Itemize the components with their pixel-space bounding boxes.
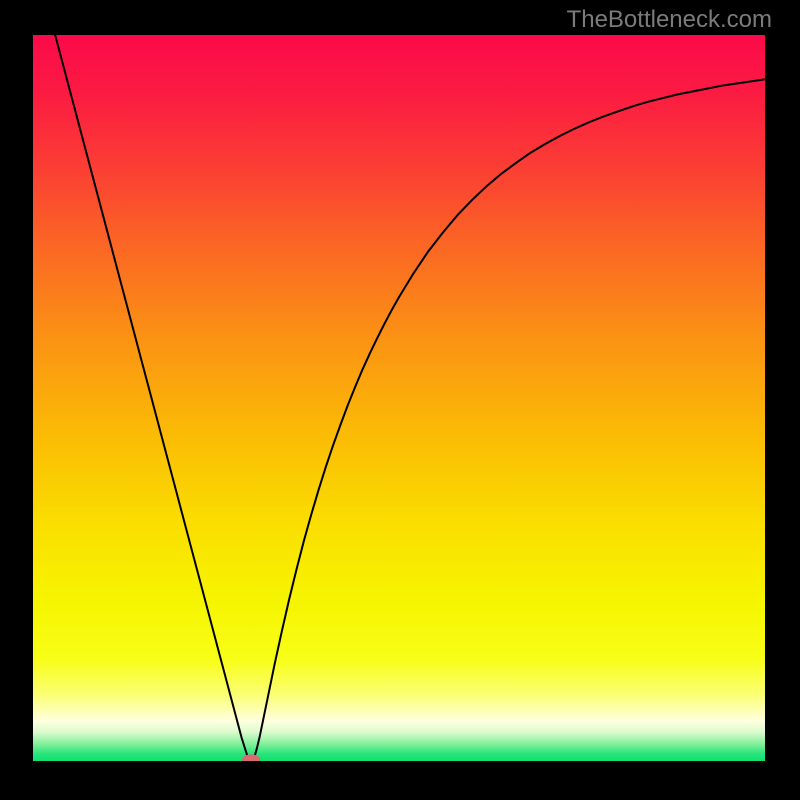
bottleneck-curve-chart <box>33 35 765 761</box>
plot-background <box>33 35 765 761</box>
stage: TheBottleneck.com <box>0 0 800 800</box>
watermark-text: TheBottleneck.com <box>567 6 772 34</box>
